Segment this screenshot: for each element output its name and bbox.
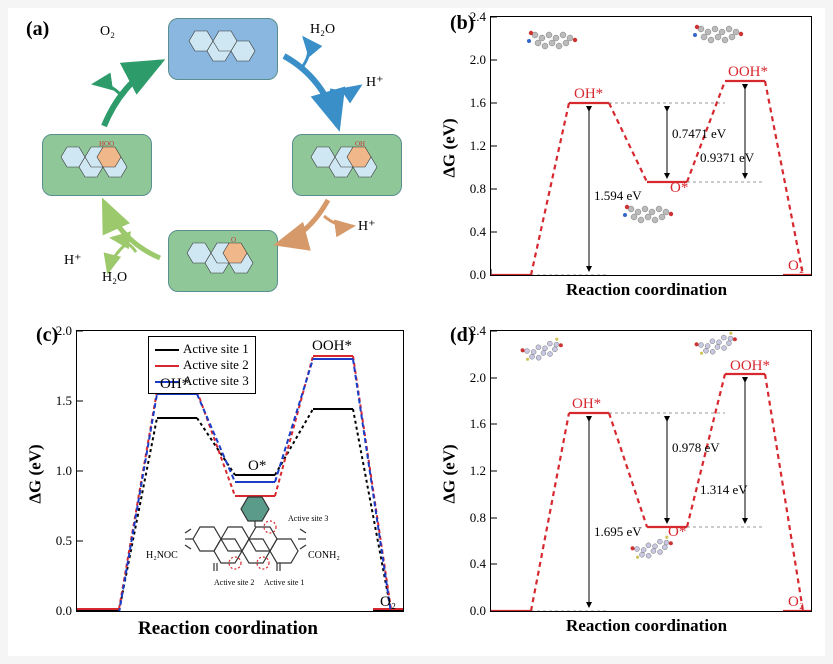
b-ytick-6: 2.4 xyxy=(464,9,486,25)
c-ylabel: ΔG (eV) xyxy=(26,444,46,503)
b-ytick-3: 1.2 xyxy=(464,138,486,154)
b-e3: 0.9371 eV xyxy=(700,150,754,166)
d-e3: 1.314 eV xyxy=(700,482,748,498)
c-xlabel: Reaction coordination xyxy=(138,618,318,640)
c-struct-right: CONH₂ xyxy=(308,550,340,561)
c-site1: Active site 1 xyxy=(264,578,304,587)
b-ytick-2: 0.8 xyxy=(464,181,486,197)
d-label-ooh: OOH* xyxy=(730,358,770,375)
panel-a: (a) OH xyxy=(8,8,410,308)
c-ytick-3: 1.5 xyxy=(50,393,72,409)
d-ytick-6: 2.4 xyxy=(464,323,486,339)
b-label-ooh: OOH* xyxy=(728,64,768,81)
b-ytick-5: 2.0 xyxy=(464,52,486,68)
c-ytick-0: 0.0 xyxy=(50,603,72,619)
c-ytick-4: 2.0 xyxy=(50,323,72,339)
figure: (a) OH xyxy=(8,8,825,656)
b-label-o2: O₂ xyxy=(788,258,804,275)
b-ytick-1: 0.4 xyxy=(464,224,486,240)
legend-site2: Active site 2 xyxy=(155,357,249,373)
panel-d: (d) xyxy=(416,322,820,652)
c-site3: Active site 3 xyxy=(288,514,328,523)
b-label-oh: OH* xyxy=(574,86,603,103)
d-ytick-4: 1.6 xyxy=(464,416,486,432)
d-label-o: O* xyxy=(668,524,686,541)
cycle-label-hp-br: H⁺ xyxy=(358,218,376,235)
panel-c: (c) xyxy=(8,322,410,652)
b-ylabel: ΔG (eV) xyxy=(440,118,460,177)
cycle-label-hp-bl: H⁺ xyxy=(64,252,82,269)
b-xlabel: Reaction coordination xyxy=(566,280,727,300)
d-xlabel: Reaction coordination xyxy=(566,616,727,636)
d-ytick-2: 0.8 xyxy=(464,510,486,526)
c-ytick-2: 1.0 xyxy=(50,463,72,479)
cycle-label-hp-tr: H⁺ xyxy=(366,74,384,91)
panel-b-plot xyxy=(490,16,812,276)
b-ytick-4: 1.6 xyxy=(464,95,486,111)
cycle-label-o2: O₂ xyxy=(100,24,115,40)
d-ytick-3: 1.2 xyxy=(464,463,486,479)
b-label-o: O* xyxy=(670,180,688,197)
d-ytick-5: 2.0 xyxy=(464,370,486,386)
d-ytick-1: 0.4 xyxy=(464,556,486,572)
c-label-ooh: OOH* xyxy=(312,338,352,355)
legend-site1: Active site 1 xyxy=(155,341,249,357)
d-label-o2: O₂ xyxy=(788,594,804,611)
cycle-label-h2o-bl: H₂O xyxy=(102,270,127,286)
d-e2: 0.978 eV xyxy=(672,440,720,456)
c-site2: Active site 2 xyxy=(214,578,254,587)
b-e2: 0.7471 eV xyxy=(672,126,726,142)
panel-b: (b) xyxy=(416,8,820,314)
c-ytick-1: 0.5 xyxy=(50,533,72,549)
cycle-label-h2o-tr: H₂O xyxy=(310,22,335,38)
d-label-oh: OH* xyxy=(572,396,601,413)
b-e1: 1.594 eV xyxy=(594,188,642,204)
d-e1: 1.695 eV xyxy=(594,524,642,540)
c-label-oh: OH* xyxy=(160,376,189,393)
c-struct-left: H₂NOC xyxy=(146,550,178,561)
d-ytick-0: 0.0 xyxy=(464,603,486,619)
c-label-o2: O₂ xyxy=(380,594,396,611)
d-ylabel: ΔG (eV) xyxy=(440,444,460,503)
b-ytick-0: 0.0 xyxy=(464,267,486,283)
c-label-o: O* xyxy=(248,458,266,475)
